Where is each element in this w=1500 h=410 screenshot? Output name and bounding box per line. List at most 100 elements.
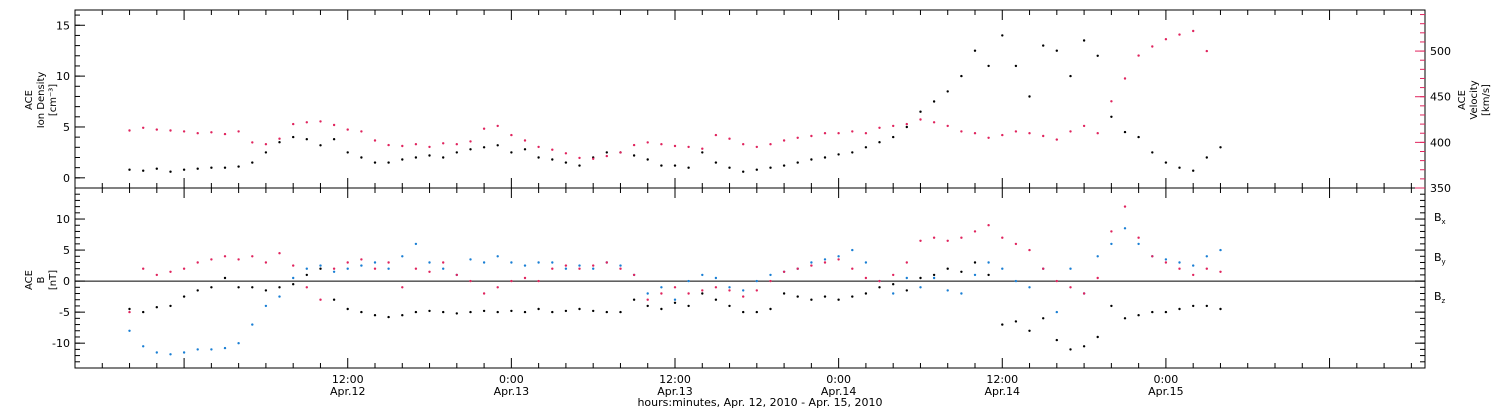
bottom-point-bz <box>851 267 854 270</box>
bottom-point-bz <box>687 292 690 295</box>
bottom-point-bz <box>1205 267 1209 270</box>
bottom-point-bx <box>1096 335 1099 339</box>
bottom-point-bx <box>428 309 431 313</box>
bottom-point-bx <box>851 295 854 298</box>
bottom-point-bz <box>523 276 527 280</box>
top-point-density <box>905 125 908 129</box>
top-point-density <box>1151 151 1154 154</box>
top-point-velocity <box>210 131 213 134</box>
top-point-density <box>401 158 404 161</box>
bottom-point-bz <box>714 286 718 289</box>
x-tick-time-label: 0:00 <box>826 373 851 386</box>
bottom-point-bx <box>919 276 922 280</box>
bottom-point-bz <box>169 270 172 273</box>
bottom-point-bx <box>660 307 663 311</box>
top-point-velocity <box>782 139 786 142</box>
bottom-point-by <box>496 255 499 258</box>
bottom-point-bx <box>387 315 390 319</box>
bottom-point-by <box>932 276 936 280</box>
bottom-point-bz <box>455 273 458 277</box>
bottom-point-bx <box>701 292 704 295</box>
bottom-point-by <box>1069 267 1072 270</box>
bottom-point-by <box>564 267 568 270</box>
top-point-velocity <box>878 126 881 129</box>
top-right-tick-label: 500 <box>1430 45 1451 58</box>
bottom-point-bz <box>960 236 963 239</box>
top-point-density <box>946 90 949 93</box>
bottom-point-by <box>1205 255 1209 258</box>
bottom-point-bx <box>1110 304 1113 308</box>
top-right-tick-label: 450 <box>1430 91 1451 104</box>
legend-bz: Bz <box>1434 290 1446 305</box>
top-point-velocity <box>1055 138 1059 141</box>
bottom-point-by <box>210 348 213 351</box>
bottom-point-bz <box>387 261 390 264</box>
bottom-point-bz <box>1042 267 1045 270</box>
bottom-point-bz <box>592 264 595 267</box>
top-point-density <box>755 168 758 171</box>
bottom-point-bz <box>823 261 827 264</box>
bottom-point-bx <box>537 307 540 311</box>
top-point-density <box>128 168 131 171</box>
bottom-point-by <box>578 264 581 267</box>
top-point-density <box>373 161 377 164</box>
bottom-point-by <box>1028 286 1031 289</box>
top-point-density <box>278 141 281 144</box>
bottom-point-bz <box>1164 261 1168 264</box>
top-right-axis-title-3: [km/s] <box>1481 84 1492 116</box>
bottom-point-bx <box>469 310 472 314</box>
bottom-point-bx <box>646 304 649 308</box>
top-point-velocity <box>346 128 349 131</box>
bottom-point-by <box>619 264 622 267</box>
top-point-velocity <box>1028 132 1031 135</box>
top-point-density <box>360 156 363 159</box>
bottom-point-bz <box>1137 236 1140 239</box>
top-point-velocity <box>1069 130 1072 133</box>
bottom-point-by <box>769 273 772 277</box>
bottom-point-bx <box>1192 304 1195 308</box>
top-point-velocity <box>319 120 322 123</box>
bottom-point-by <box>851 248 854 252</box>
bottom-point-bz <box>919 239 922 242</box>
bottom-point-bz <box>905 261 908 264</box>
top-point-density <box>264 151 268 154</box>
top-point-density <box>482 146 486 149</box>
bottom-point-by <box>1055 310 1059 314</box>
top-point-velocity <box>292 122 295 126</box>
top-point-velocity <box>892 124 895 128</box>
top-point-density <box>1069 74 1072 78</box>
bottom-point-bz <box>278 252 281 255</box>
bottom-tick-label: 5 <box>63 244 70 257</box>
bottom-point-bz <box>946 239 949 242</box>
top-point-velocity <box>1082 124 1086 128</box>
top-point-density <box>892 135 895 139</box>
bottom-point-bx <box>142 310 145 314</box>
bottom-point-by <box>292 276 295 280</box>
bottom-point-bx <box>987 273 990 277</box>
bottom-point-by <box>346 267 349 270</box>
bottom-point-bx <box>960 270 963 273</box>
top-point-velocity <box>864 132 868 135</box>
bottom-point-by <box>537 261 540 264</box>
bottom-point-by <box>551 261 554 264</box>
bottom-point-by <box>1014 279 1018 283</box>
bottom-point-bz <box>769 279 772 283</box>
bottom-point-bx <box>782 292 786 295</box>
bottom-point-bz <box>1178 267 1181 270</box>
top-point-velocity <box>182 130 186 133</box>
bottom-point-bx <box>632 298 636 301</box>
bottom-point-bx <box>442 310 445 314</box>
top-point-density <box>1110 115 1113 119</box>
bottom-point-bx <box>523 310 527 314</box>
bottom-point-by <box>864 261 868 264</box>
bottom-point-bx <box>946 267 949 270</box>
top-point-density <box>414 156 418 159</box>
top-point-density <box>851 151 854 154</box>
bottom-point-bx <box>714 298 718 301</box>
top-point-density <box>1205 156 1209 159</box>
bottom-point-bz <box>701 289 704 292</box>
bottom-point-bz <box>510 279 513 283</box>
bottom-point-bx <box>742 310 745 314</box>
x-tick-time-label: 0:00 <box>1154 373 1179 386</box>
top-point-velocity <box>469 140 472 143</box>
